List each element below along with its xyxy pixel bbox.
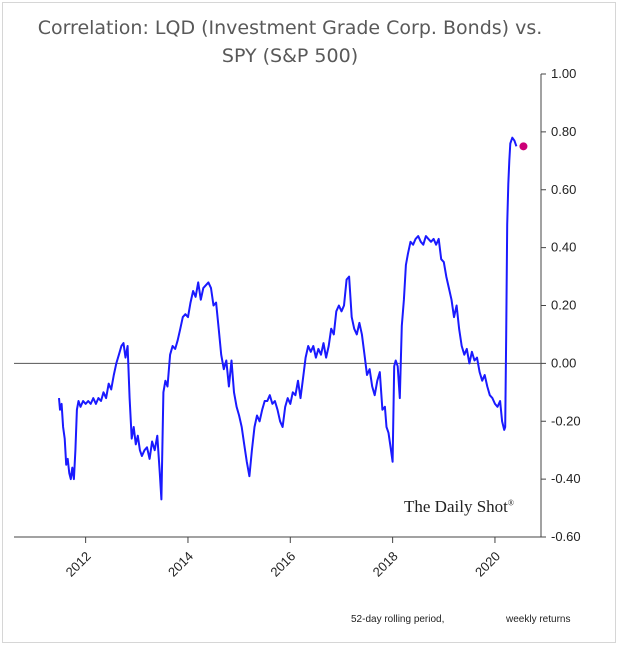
correlation-line xyxy=(58,136,518,501)
brand-mark: ® xyxy=(507,498,514,508)
brand-watermark: The Daily Shot® xyxy=(404,497,514,517)
latest-value-dot xyxy=(519,142,528,151)
y-tick-label: 0.40 xyxy=(551,240,576,255)
y-tick-label: -0.40 xyxy=(551,471,581,486)
y-tick-label: 0.20 xyxy=(551,298,576,313)
y-tick-label: 0.80 xyxy=(551,124,576,139)
chart-title-line-1: Correlation: LQD (Investment Grade Corp.… xyxy=(37,17,543,39)
y-tick-label: -0.60 xyxy=(551,529,581,544)
x-tick-label: 2018 xyxy=(370,549,401,580)
y-tick-label: -0.20 xyxy=(551,413,581,428)
brand-text: The Daily Shot xyxy=(404,497,508,516)
y-tick-label: 0.00 xyxy=(551,355,576,370)
x-tick-label: 2016 xyxy=(267,549,298,580)
chart-title-line-2: SPY (S&P 500) xyxy=(221,45,359,67)
y-tick-label: 1.00 xyxy=(551,66,576,81)
y-tick-label: 0.60 xyxy=(551,182,576,197)
x-tick-label: 2012 xyxy=(63,549,94,580)
footnote-period: 52-day rolling period, xyxy=(351,614,445,625)
x-tick-label: 2014 xyxy=(165,549,196,580)
footnote-returns: weekly returns xyxy=(506,614,571,625)
chart-title: Correlation: LQD (Investment Grade Corp.… xyxy=(0,14,580,70)
x-tick-label: 2020 xyxy=(472,549,503,580)
